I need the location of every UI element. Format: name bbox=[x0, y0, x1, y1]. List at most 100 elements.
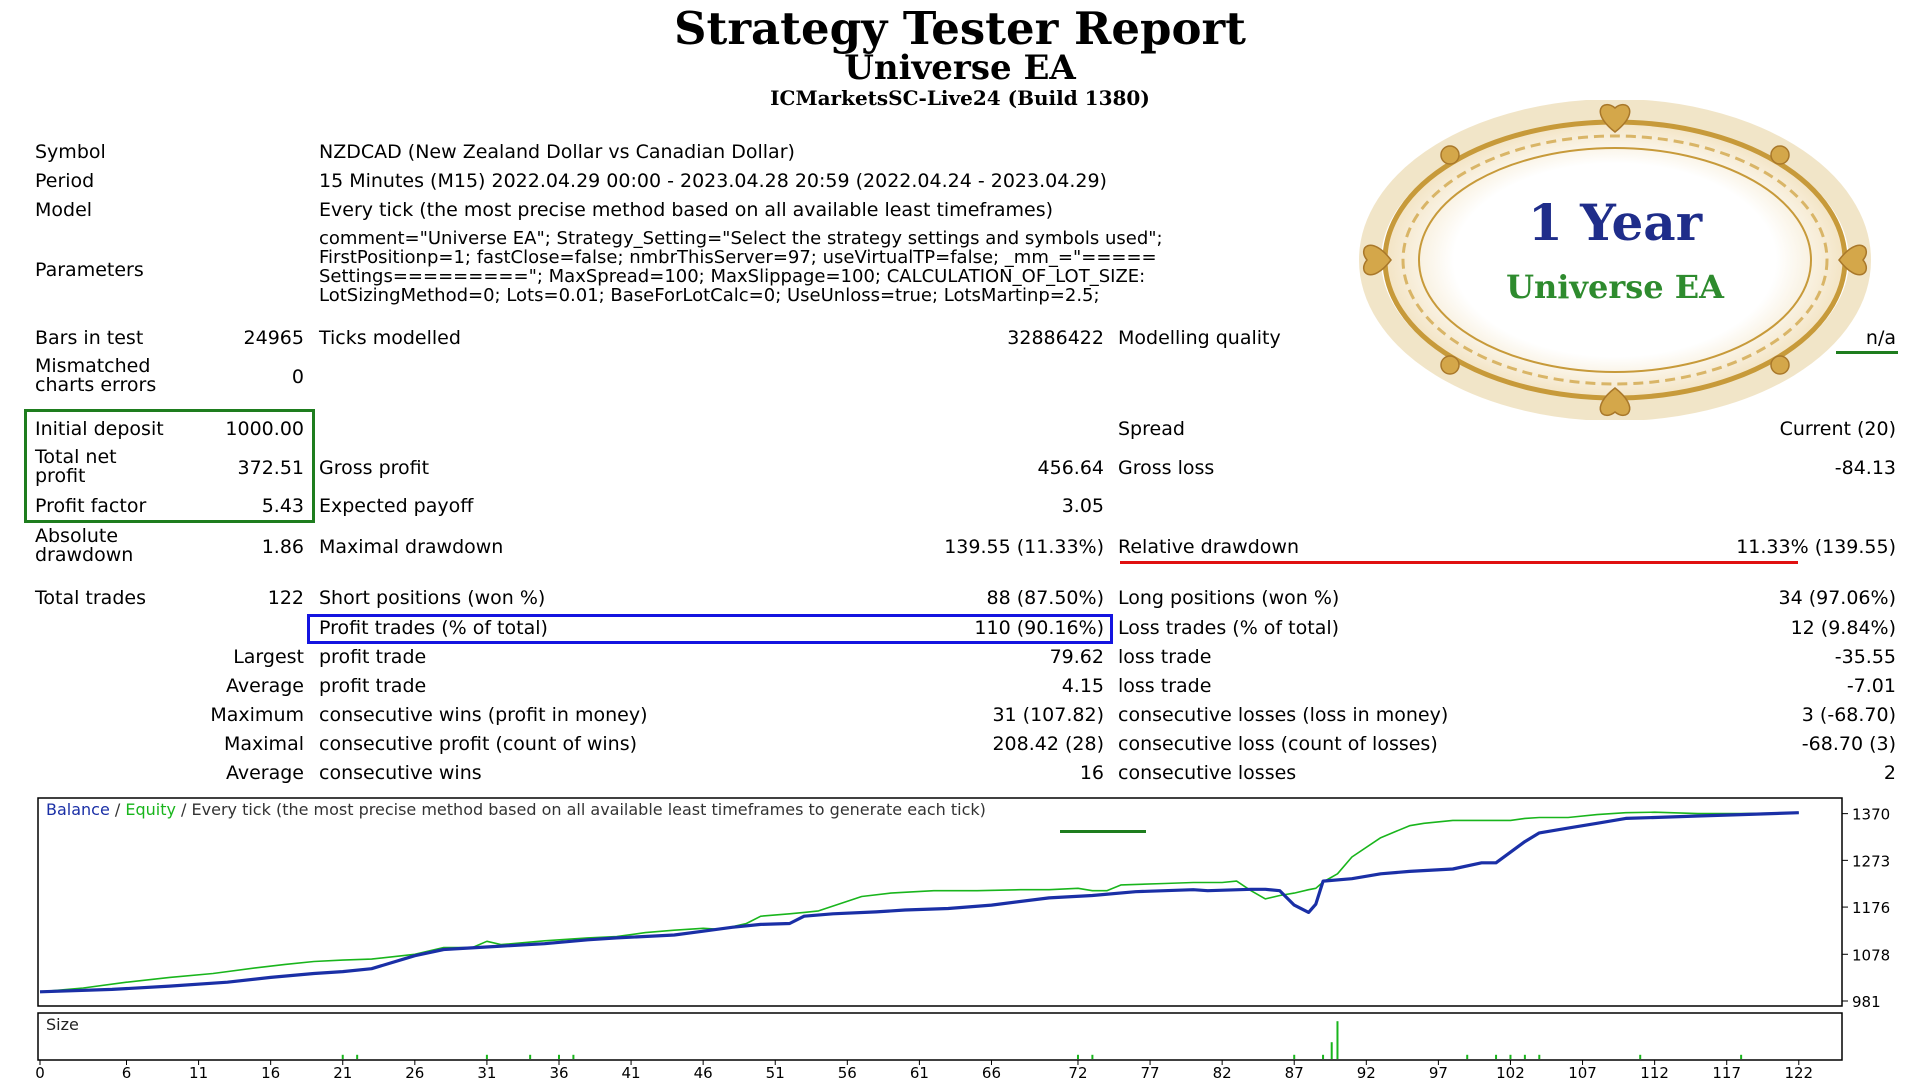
row-loss-value: 2 bbox=[1883, 762, 1896, 784]
mismatch-value: 0 bbox=[291, 366, 304, 388]
x-tick-label: 26 bbox=[405, 1064, 424, 1080]
expected-payoff-value: 3.05 bbox=[1061, 495, 1104, 517]
x-tick-label: 51 bbox=[766, 1064, 785, 1080]
bars-value: 24965 bbox=[243, 327, 304, 349]
row-loss-value: 3 (-68.70) bbox=[1801, 704, 1896, 726]
size-bar bbox=[572, 1054, 575, 1059]
x-tick-label: 107 bbox=[1568, 1064, 1597, 1080]
quality-value: n/a bbox=[1865, 327, 1896, 349]
profit-factor-value: 5.43 bbox=[261, 495, 304, 517]
gross-profit-value: 456.64 bbox=[1037, 457, 1104, 479]
row-prefix: Maximal bbox=[224, 733, 304, 755]
size-x-axis: 0 6 11 16 21 26 31 36 41 46 51 56 61 66 72 77 82 87 92 97 10… bbox=[36, 1060, 1813, 1080]
balance-equity-chart: 1370 1273 1176 1078 981 Balance / Equity / E… bbox=[37, 797, 1890, 1010]
net-profit-label-2: profit bbox=[35, 465, 86, 487]
model-label: Model bbox=[35, 199, 93, 221]
x-tick-label: 117 bbox=[1712, 1064, 1741, 1080]
badge-ornament-icon bbox=[1362, 103, 1868, 417]
legend-sep: / bbox=[110, 800, 126, 819]
size-bar bbox=[1293, 1054, 1296, 1059]
row-profit-value: 208.42 (28) bbox=[992, 733, 1104, 755]
x-tick-label: 87 bbox=[1285, 1064, 1304, 1080]
parameters-line: comment="Universe EA"; Strategy_Setting=… bbox=[319, 229, 1163, 249]
size-frame bbox=[37, 1012, 1843, 1061]
quality-label: Modelling quality bbox=[1118, 327, 1281, 349]
row-prefix: Maximum bbox=[210, 704, 304, 726]
row-profit-value: 31 (107.82) bbox=[992, 704, 1104, 726]
x-tick-label: 61 bbox=[910, 1064, 929, 1080]
spread-label: Spread bbox=[1118, 418, 1185, 440]
abs-dd-value: 1.86 bbox=[261, 536, 304, 558]
row-loss-label: consecutive losses bbox=[1118, 762, 1297, 784]
chart-legend: Balance / Equity / Every tick (the most … bbox=[46, 800, 986, 819]
symbol-value: NZDCAD (New Zealand Dollar vs Canadian D… bbox=[319, 141, 795, 163]
gross-loss-value: -84.13 bbox=[1834, 457, 1896, 479]
x-tick-label: 92 bbox=[1357, 1064, 1376, 1080]
x-tick-label: 82 bbox=[1213, 1064, 1232, 1080]
short-value: 88 (87.50%) bbox=[986, 587, 1105, 609]
badge-line1: 1 Year bbox=[1528, 193, 1703, 252]
x-tick-label: 0 bbox=[36, 1064, 45, 1080]
row-profit-label: consecutive wins (profit in money) bbox=[319, 704, 648, 726]
x-tick-label: 72 bbox=[1068, 1064, 1087, 1080]
size-bar bbox=[1330, 1042, 1333, 1059]
spread-value: Current (20) bbox=[1779, 418, 1896, 440]
x-tick-label: 66 bbox=[982, 1064, 1001, 1080]
quality-underline bbox=[1836, 351, 1898, 354]
row-loss-label: consecutive losses (loss in money) bbox=[1118, 704, 1449, 726]
x-tick-label: 97 bbox=[1429, 1064, 1448, 1080]
gross-loss-label: Gross loss bbox=[1118, 457, 1215, 479]
y-tick-label: 981 bbox=[1852, 993, 1881, 1010]
max-dd-value: 139.55 (11.33%) bbox=[944, 536, 1104, 558]
legend-rest: / Every tick (the most precise method ba… bbox=[176, 800, 986, 819]
profit-trades-value: 110 (90.16%) bbox=[974, 617, 1104, 639]
rel-dd-underline bbox=[1120, 561, 1798, 564]
x-tick-label: 11 bbox=[189, 1064, 208, 1080]
parameters-line: Settings========="; MaxSpread=100; MaxSl… bbox=[319, 266, 1146, 287]
rel-dd-value: 11.33% (139.55) bbox=[1736, 536, 1896, 558]
size-bar bbox=[1466, 1054, 1469, 1059]
row-profit-label: consecutive profit (count of wins) bbox=[319, 733, 638, 755]
size-bar bbox=[1740, 1054, 1743, 1059]
size-bar bbox=[1639, 1054, 1642, 1059]
size-bar bbox=[1495, 1054, 1498, 1059]
size-bar bbox=[1091, 1054, 1094, 1059]
gross-profit-label: Gross profit bbox=[319, 457, 430, 479]
x-tick-label: 46 bbox=[694, 1064, 713, 1080]
row-profit-value: 16 bbox=[1079, 762, 1104, 784]
symbol-label: Symbol bbox=[35, 141, 106, 163]
net-profit-label-1: Total net bbox=[35, 446, 117, 468]
expected-payoff-label: Expected payoff bbox=[319, 495, 474, 517]
balance-line bbox=[39, 811, 1799, 994]
server-build: ICMarketsSC-Live24 (Build 1380) bbox=[770, 86, 1150, 110]
row-prefix: Average bbox=[225, 675, 304, 697]
legend-balance: Balance bbox=[46, 800, 110, 819]
initial-deposit-label: Initial deposit bbox=[35, 418, 164, 440]
chart-y-axis: 1370 1273 1176 1078 981 bbox=[1842, 806, 1890, 1010]
size-bar bbox=[1336, 1021, 1339, 1059]
row-loss-value: -35.55 bbox=[1834, 646, 1896, 668]
legend-equity: Equity bbox=[125, 800, 176, 819]
x-tick-label: 112 bbox=[1640, 1064, 1669, 1080]
abs-dd-label-1: Absolute bbox=[35, 525, 119, 547]
row-loss-label: consecutive loss (count of losses) bbox=[1118, 733, 1438, 755]
rel-dd-label: Relative drawdown bbox=[1118, 536, 1299, 558]
mismatch-label-1: Mismatched bbox=[35, 355, 151, 377]
size-bar bbox=[1322, 1054, 1325, 1059]
size-bar bbox=[341, 1054, 344, 1059]
x-tick-label: 21 bbox=[333, 1064, 352, 1080]
period-value: 15 Minutes (M15) 2022.04.29 00:00 - 2023… bbox=[319, 170, 1107, 192]
net-profit-value: 372.51 bbox=[237, 457, 304, 479]
size-bars bbox=[341, 1021, 1743, 1059]
long-label: Long positions (won %) bbox=[1118, 587, 1340, 609]
ticks-label: Ticks modelled bbox=[319, 327, 461, 349]
ticks-value: 32886422 bbox=[1007, 327, 1104, 349]
report-subtitle: Universe EA bbox=[844, 48, 1076, 88]
size-bar bbox=[557, 1054, 560, 1059]
legend-underline bbox=[1060, 830, 1146, 833]
model-value: Every tick (the most precise method base… bbox=[319, 199, 1054, 221]
profit-factor-label: Profit factor bbox=[35, 495, 147, 517]
universe-ea-badge: 1 Year Universe EA bbox=[1359, 100, 1871, 420]
equity-line bbox=[39, 811, 1799, 993]
size-bar bbox=[1509, 1054, 1512, 1059]
